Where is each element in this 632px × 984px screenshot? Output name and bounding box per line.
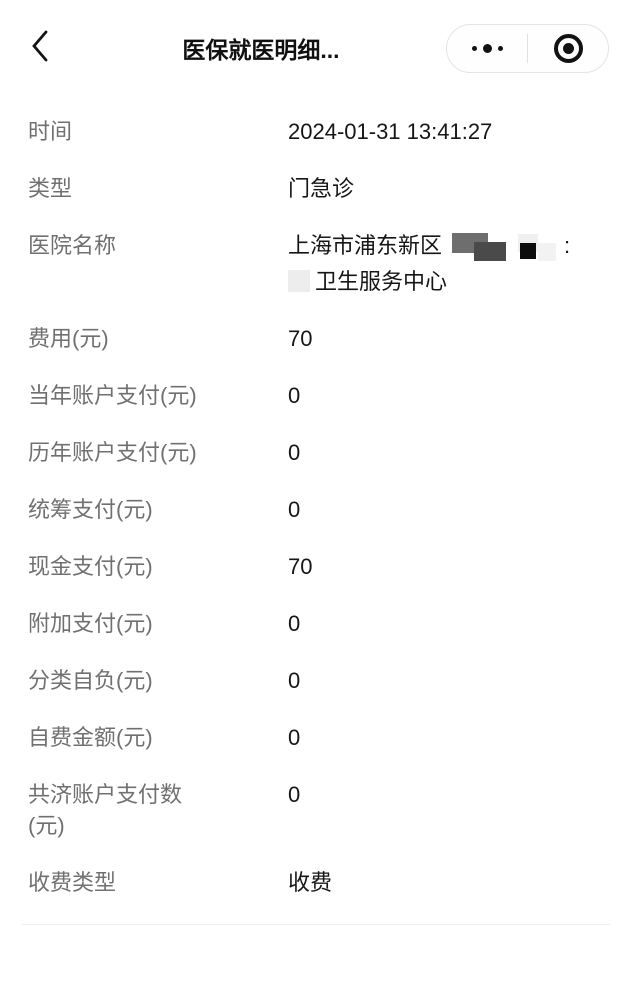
- row-label: 历年账户支付(元): [28, 440, 197, 465]
- redaction-block: [538, 243, 557, 261]
- hospital-name-value: 上海市浦东新区 : 卫生服务中心: [288, 230, 608, 297]
- capsule-divider: [527, 34, 528, 63]
- row-value: 0: [288, 611, 301, 636]
- redaction-block: [288, 270, 310, 292]
- more-icon: [471, 44, 503, 53]
- detail-row: 时间 2024-01-31 13:41:27: [28, 116, 608, 147]
- nav-bar: 医保就医明细...: [0, 0, 632, 94]
- detail-row: 历年账户支付(元) 0: [28, 437, 608, 468]
- row-label: 自费金额(元): [28, 725, 153, 750]
- detail-row: 附加支付(元) 0: [28, 608, 608, 639]
- detail-list: 时间 2024-01-31 13:41:27 类型 门急诊 医院名称 上海市浦东…: [0, 94, 632, 925]
- row-value: 门急诊: [288, 176, 355, 201]
- capsule-menu: [446, 24, 609, 73]
- detail-row: 现金支付(元) 70: [28, 551, 608, 582]
- row-value: 0: [288, 725, 301, 750]
- detail-row: 收费类型 收费: [28, 867, 608, 898]
- redaction-block: [474, 242, 507, 261]
- detail-row: 共济账户支付数 (元) 0: [28, 779, 608, 841]
- hospital-name-colon: :: [564, 233, 571, 258]
- hospital-name-text-line2: 卫生服务中心: [315, 269, 448, 294]
- row-value: 0: [288, 497, 301, 522]
- row-value: 70: [288, 554, 313, 579]
- row-label: 附加支付(元): [28, 611, 153, 636]
- back-button[interactable]: [20, 26, 60, 66]
- row-label: 类型: [28, 176, 73, 201]
- minimize-icon: [553, 34, 583, 63]
- page-title: 医保就医明细...: [182, 37, 340, 63]
- row-label: 费用(元): [28, 326, 109, 351]
- row-value: 收费: [288, 870, 333, 895]
- row-label: 医院名称: [28, 233, 117, 258]
- row-value: 0: [288, 668, 301, 693]
- row-value: 0: [288, 782, 301, 807]
- row-label: 共济账户支付数 (元): [28, 782, 183, 838]
- detail-row: 分类自负(元) 0: [28, 665, 608, 696]
- redaction-block: [520, 243, 537, 259]
- detail-row: 自费金额(元) 0: [28, 722, 608, 753]
- minimize-button[interactable]: [528, 25, 608, 72]
- detail-row: 当年账户支付(元) 0: [28, 380, 608, 411]
- row-label: 时间: [28, 119, 73, 144]
- row-value: 2024-01-31 13:41:27: [288, 119, 493, 144]
- back-icon: [32, 30, 48, 62]
- row-value: 0: [288, 440, 301, 465]
- row-value: 0: [288, 383, 301, 408]
- detail-row: 类型 门急诊: [28, 173, 608, 204]
- row-label: 分类自负(元): [28, 668, 153, 693]
- row-label: 现金支付(元): [28, 554, 153, 579]
- row-value: 70: [288, 326, 313, 351]
- more-button[interactable]: [447, 25, 527, 72]
- detail-row: 医院名称 上海市浦东新区 : 卫生服务中心: [28, 230, 608, 297]
- hospital-name-text: 上海市浦东新区: [288, 233, 443, 258]
- detail-row: 费用(元) 70: [28, 323, 608, 354]
- row-label: 统筹支付(元): [28, 497, 153, 522]
- section-divider: [22, 924, 610, 925]
- row-label: 收费类型: [28, 870, 117, 895]
- detail-row: 统筹支付(元) 0: [28, 494, 608, 525]
- redaction-mosaic: [452, 230, 557, 261]
- row-label: 当年账户支付(元): [28, 383, 197, 408]
